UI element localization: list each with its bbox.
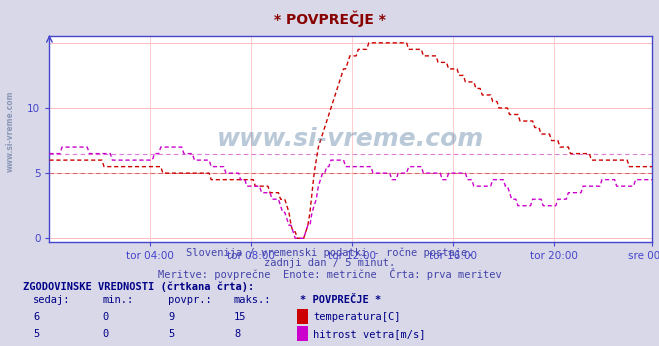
Text: hitrost vetra[m/s]: hitrost vetra[m/s] bbox=[313, 329, 426, 339]
Text: sedaj:: sedaj: bbox=[33, 295, 71, 305]
Text: Slovenija / vremenski podatki - ročne postaje.: Slovenija / vremenski podatki - ročne po… bbox=[186, 247, 473, 258]
Text: 5: 5 bbox=[33, 329, 39, 339]
Text: temperatura[C]: temperatura[C] bbox=[313, 312, 401, 322]
Text: maks.:: maks.: bbox=[234, 295, 272, 305]
Text: 0: 0 bbox=[102, 312, 108, 322]
Text: 9: 9 bbox=[168, 312, 174, 322]
Text: * POVPREČJE *: * POVPREČJE * bbox=[273, 10, 386, 27]
Text: zadnji dan / 5 minut.: zadnji dan / 5 minut. bbox=[264, 258, 395, 268]
Text: ZGODOVINSKE VREDNOSTI (črtkana črta):: ZGODOVINSKE VREDNOSTI (črtkana črta): bbox=[23, 282, 254, 292]
Text: 0: 0 bbox=[102, 329, 108, 339]
Text: * POVPREČJE *: * POVPREČJE * bbox=[300, 295, 381, 305]
Text: Meritve: povprečne  Enote: metrične  Črta: prva meritev: Meritve: povprečne Enote: metrične Črta:… bbox=[158, 268, 501, 280]
Text: min.:: min.: bbox=[102, 295, 133, 305]
Text: www.si-vreme.com: www.si-vreme.com bbox=[217, 127, 484, 151]
Text: 6: 6 bbox=[33, 312, 39, 322]
Text: 5: 5 bbox=[168, 329, 174, 339]
Text: www.si-vreme.com: www.si-vreme.com bbox=[5, 91, 14, 172]
Text: 8: 8 bbox=[234, 329, 240, 339]
Text: 15: 15 bbox=[234, 312, 246, 322]
Text: povpr.:: povpr.: bbox=[168, 295, 212, 305]
